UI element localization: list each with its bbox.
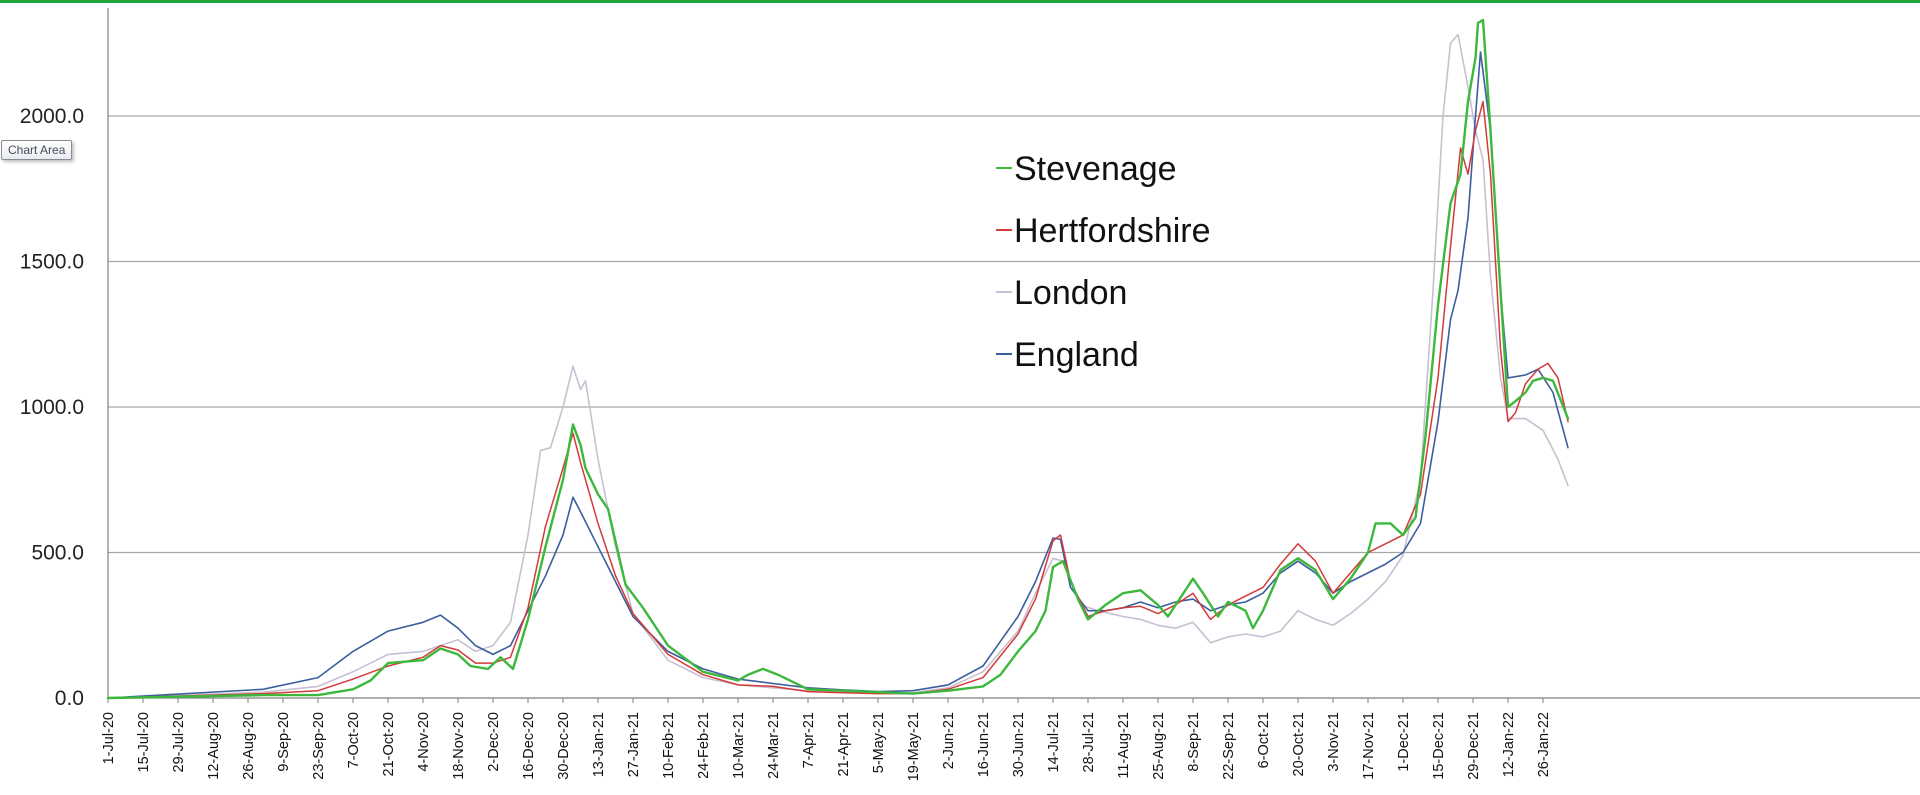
x-tick-labels: 1-Jul-20 15-Jul-20 29-Jul-20 12-Aug-20 26-Au…: [101, 712, 1552, 781]
x-tick-label: 24-Feb-21: [696, 712, 712, 779]
y-tick-label: 500.0: [31, 542, 84, 565]
x-tick-label: 21-Apr-21: [836, 712, 852, 776]
x-tick-label: 8-Sep-21: [1186, 712, 1202, 772]
x-tick-label: 10-Mar-21: [731, 712, 747, 779]
x-tick-label: 4-Nov-20: [416, 712, 432, 772]
x-tick-label: 13-Jan-21: [591, 712, 607, 777]
x-tick-label: 26-Aug-20: [241, 712, 257, 780]
x-tick-label: 16-Jun-21: [976, 712, 992, 777]
legend: Stevenage Hertfordshire London England: [996, 150, 1211, 374]
x-tick-label: 7-Apr-21: [801, 712, 817, 768]
x-tick-label: 21-Oct-20: [381, 712, 397, 776]
x-tick-label: 30-Dec-20: [556, 712, 572, 780]
chart-area-tooltip: Chart Area: [1, 140, 73, 160]
x-tick-label: 2-Jun-21: [941, 712, 957, 769]
y-tick-label: 0.0: [55, 687, 84, 710]
x-tick-label: 23-Sep-20: [311, 712, 327, 780]
x-tick-label: 2-Dec-20: [486, 712, 502, 772]
y-tick-label: 1500.0: [20, 251, 84, 274]
x-tick-label: 14-Jul-21: [1046, 712, 1062, 772]
x-tick-label: 6-Oct-21: [1256, 712, 1272, 768]
gridlines: [108, 115, 1920, 554]
chart-top-border: [0, 0, 1920, 3]
x-tick-label: 10-Feb-21: [661, 712, 677, 779]
x-tick-label: 3-Nov-21: [1326, 712, 1342, 772]
x-tick-label: 22-Sep-21: [1221, 712, 1237, 780]
series-line-stevenage: [106, 18, 1570, 700]
series-line-hertfordshire: [107, 100, 1569, 699]
y-tick-label: 1000.0: [20, 396, 84, 419]
x-tick-label: 1-Dec-21: [1396, 712, 1412, 772]
x-tick-label: 27-Jan-21: [626, 712, 642, 777]
x-tick-label: 29-Jul-20: [171, 712, 187, 772]
x-tick-label: 5-May-21: [871, 712, 887, 773]
x-tick-label: 20-Oct-21: [1291, 712, 1307, 776]
x-tick-label: 15-Jul-20: [136, 712, 152, 772]
x-tick-label: 9-Sep-20: [276, 712, 292, 772]
x-tick-label: 30-Jun-21: [1011, 712, 1027, 777]
x-tick-label: 16-Dec-20: [521, 712, 537, 780]
x-tick-label: 17-Nov-21: [1361, 712, 1377, 780]
x-tick-label: 11-Aug-21: [1116, 712, 1132, 779]
series-line-london: [107, 33, 1569, 699]
x-tick-label: 29-Dec-21: [1466, 712, 1482, 780]
y-tick-label: 2000.0: [20, 105, 84, 128]
x-tick-label: 19-May-21: [906, 712, 922, 781]
x-tick-label: 25-Aug-21: [1151, 712, 1167, 780]
x-tick-label: 12-Jan-22: [1501, 712, 1517, 777]
legend-label: England: [1014, 336, 1139, 374]
x-tick-label: 15-Dec-21: [1431, 712, 1447, 780]
x-tick-label: 18-Nov-20: [451, 712, 467, 780]
series-lines: [106, 18, 1570, 700]
x-tick-label: 24-Mar-21: [766, 712, 782, 779]
x-tick-label: 28-Jul-21: [1081, 712, 1097, 772]
x-tick-label: 12-Aug-20: [206, 712, 222, 780]
series-line-england: [107, 51, 1569, 699]
x-tick-label: 1-Jul-20: [101, 712, 117, 764]
x-tick-label: 7-Oct-20: [346, 712, 362, 768]
legend-label: Hertfordshire: [1014, 212, 1211, 250]
legend-label: London: [1014, 274, 1127, 312]
x-tick-label: 26-Jan-22: [1536, 712, 1552, 777]
axes: [107, 8, 1920, 703]
y-tick-labels: 0.0 500.0 1000.0 1500.0 2000.0: [20, 105, 84, 710]
legend-label: Stevenage: [1014, 150, 1177, 188]
